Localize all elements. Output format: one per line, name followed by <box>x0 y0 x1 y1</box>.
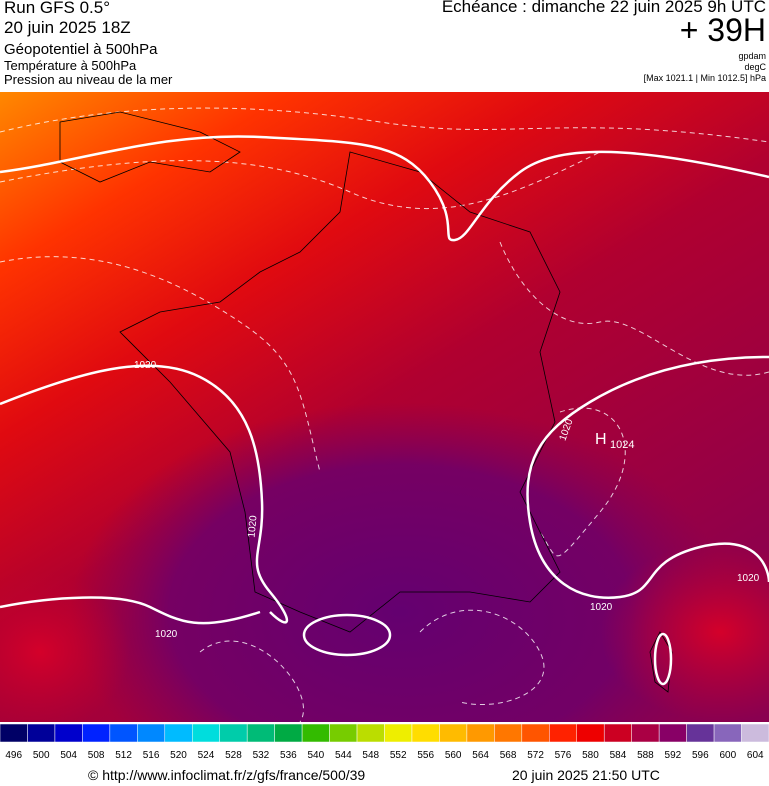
color-swatch <box>576 724 605 743</box>
color-swatch <box>384 724 413 743</box>
colorbar-label: 596 <box>692 750 709 761</box>
color-swatch <box>54 724 83 743</box>
colorbar-label: 568 <box>500 750 517 761</box>
color-swatch <box>192 724 220 743</box>
colorbar-label: 588 <box>637 750 654 761</box>
color-swatch <box>0 724 28 743</box>
field <box>0 572 130 722</box>
run-date: 20 juin 2025 18Z <box>4 18 131 37</box>
colorbar-label: 600 <box>719 750 736 761</box>
colorbar-label: 496 <box>5 750 22 761</box>
isobar-label: 1020 <box>247 515 260 539</box>
map: 1020 1020 1020 1020 1020 1020 H 1024 <box>0 92 769 722</box>
isobar-label: 1020 <box>737 573 760 584</box>
layer: Pression au niveau de la mer <box>4 72 173 87</box>
color-swatch <box>713 724 742 743</box>
colorbar-label: 504 <box>60 750 77 761</box>
color-swatch <box>411 724 440 743</box>
colorbar-label: 544 <box>335 750 352 761</box>
color-swatch <box>274 724 303 743</box>
color-swatch <box>439 724 468 743</box>
field <box>70 402 730 722</box>
color-swatch <box>137 724 166 743</box>
color-swatch <box>631 724 660 743</box>
colorbar-label: 592 <box>665 750 682 761</box>
footer-url: © http://www.infoclimat.fr/z/gfs/france/… <box>88 767 366 783</box>
color-swatch <box>246 724 275 743</box>
echeance: Echéance : dimanche 22 juin 2025 9h UTC <box>441 0 766 16</box>
color-swatch <box>356 724 385 743</box>
color-swatch <box>82 724 111 743</box>
unit: degC <box>744 62 766 72</box>
color-swatch <box>109 724 138 743</box>
colorbar-label: 540 <box>307 750 324 761</box>
color-swatch <box>549 724 577 743</box>
colorbar-label: 520 <box>170 750 187 761</box>
colorbar-label: 576 <box>555 750 572 761</box>
colorbar-label: 580 <box>582 750 599 761</box>
colorbar-label: 604 <box>747 750 764 761</box>
color-swatch <box>603 724 632 743</box>
isobars <box>0 135 769 686</box>
color-swatch <box>686 724 715 743</box>
color-swatch <box>301 724 330 743</box>
layer: Géopotentiel à 500hPa <box>4 41 158 58</box>
colorbar-label: 564 <box>472 750 489 761</box>
color-swatch <box>164 724 193 743</box>
colorbar-label: 516 <box>143 750 160 761</box>
color-swatch <box>27 724 56 743</box>
colorbar-label: 524 <box>198 750 215 761</box>
colorbar-label: 584 <box>610 750 627 761</box>
color-swatch <box>521 724 550 743</box>
colorbar-label: 536 <box>280 750 297 761</box>
isobar-label: 1020 <box>590 602 613 613</box>
color-swatch <box>329 724 358 743</box>
colorbar-label: 512 <box>115 750 132 761</box>
colorbar-label: 572 <box>527 750 544 761</box>
color-swatch <box>741 724 769 743</box>
colorbar: 496 500 504 508 512 516 520 524 528 532 536 540 544 5… <box>0 724 769 761</box>
colorbar-label: 560 <box>445 750 462 761</box>
offset: + 39H <box>679 12 766 48</box>
layer: Température à 500hPa <box>4 58 137 73</box>
unit: gpdam <box>738 51 766 61</box>
colorbar-label: 500 <box>33 750 50 761</box>
colorbar-label: 532 <box>253 750 270 761</box>
color-swatch <box>466 724 495 743</box>
isobar-label: 1020 <box>134 360 157 371</box>
color-swatch <box>219 724 248 743</box>
colorbar-label: 556 <box>417 750 434 761</box>
colorbar-label: 552 <box>390 750 407 761</box>
high-value: 1024 <box>610 439 634 451</box>
footer-timestamp: 20 juin 2025 21:50 UTC <box>512 767 660 783</box>
isobar-label: 1020 <box>155 629 178 640</box>
high-label: H <box>595 431 607 448</box>
pressure-range: [Max 1021.1 | Min 1012.5] hPa <box>643 73 766 83</box>
colorbar-label: 508 <box>88 750 105 761</box>
isobar-labels: 1020 1020 1020 1020 1020 1020 H 1024 <box>134 360 760 640</box>
colorbar-label: 548 <box>362 750 379 761</box>
run: Run GFS 0.5° <box>4 0 111 17</box>
colorbar-label: 528 <box>225 750 242 761</box>
color-swatch <box>658 724 687 743</box>
color-swatch <box>494 724 523 743</box>
